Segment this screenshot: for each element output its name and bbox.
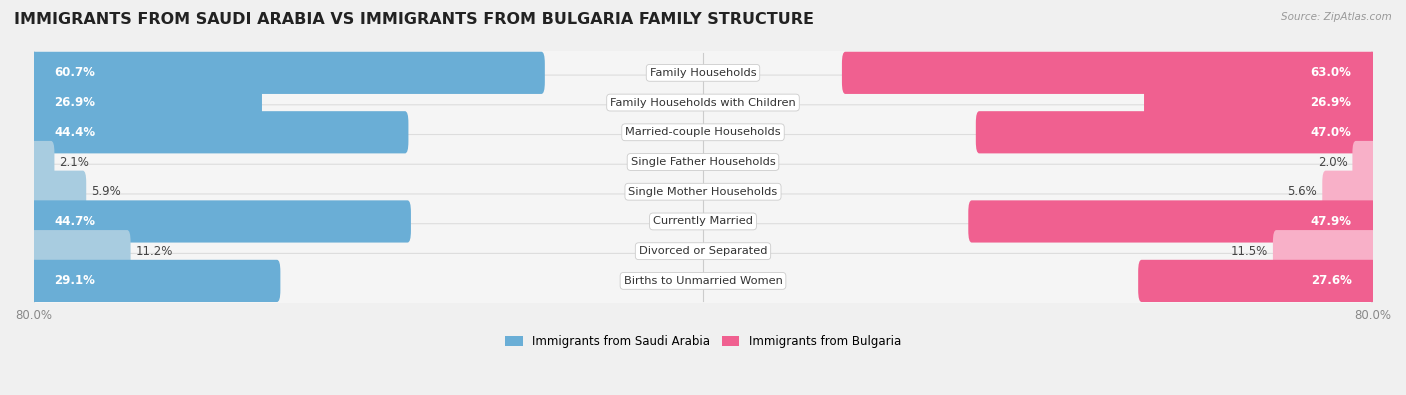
Text: Divorced or Separated: Divorced or Separated bbox=[638, 246, 768, 256]
Text: Source: ZipAtlas.com: Source: ZipAtlas.com bbox=[1281, 12, 1392, 22]
FancyBboxPatch shape bbox=[30, 111, 408, 153]
Text: 63.0%: 63.0% bbox=[1310, 66, 1351, 79]
FancyBboxPatch shape bbox=[30, 200, 411, 243]
Text: Family Households with Children: Family Households with Children bbox=[610, 98, 796, 107]
Text: 26.9%: 26.9% bbox=[1310, 96, 1351, 109]
FancyBboxPatch shape bbox=[1322, 171, 1376, 213]
FancyBboxPatch shape bbox=[30, 260, 280, 302]
Text: 26.9%: 26.9% bbox=[55, 96, 96, 109]
FancyBboxPatch shape bbox=[30, 141, 55, 183]
FancyBboxPatch shape bbox=[969, 200, 1376, 243]
FancyBboxPatch shape bbox=[34, 135, 1372, 190]
FancyBboxPatch shape bbox=[1139, 260, 1376, 302]
FancyBboxPatch shape bbox=[34, 194, 1372, 249]
Text: Births to Unmarried Women: Births to Unmarried Women bbox=[624, 276, 782, 286]
Text: 11.2%: 11.2% bbox=[135, 245, 173, 258]
FancyBboxPatch shape bbox=[30, 171, 86, 213]
Text: 44.4%: 44.4% bbox=[55, 126, 96, 139]
Text: Family Households: Family Households bbox=[650, 68, 756, 78]
Text: 60.7%: 60.7% bbox=[55, 66, 96, 79]
FancyBboxPatch shape bbox=[34, 254, 1372, 308]
Legend: Immigrants from Saudi Arabia, Immigrants from Bulgaria: Immigrants from Saudi Arabia, Immigrants… bbox=[501, 331, 905, 353]
Text: Currently Married: Currently Married bbox=[652, 216, 754, 226]
FancyBboxPatch shape bbox=[1272, 230, 1376, 272]
Text: IMMIGRANTS FROM SAUDI ARABIA VS IMMIGRANTS FROM BULGARIA FAMILY STRUCTURE: IMMIGRANTS FROM SAUDI ARABIA VS IMMIGRAN… bbox=[14, 12, 814, 27]
Text: 5.6%: 5.6% bbox=[1288, 185, 1317, 198]
Text: 27.6%: 27.6% bbox=[1310, 275, 1351, 288]
Text: 2.1%: 2.1% bbox=[59, 156, 90, 169]
Text: 11.5%: 11.5% bbox=[1230, 245, 1268, 258]
Text: 47.0%: 47.0% bbox=[1310, 126, 1351, 139]
Text: Married-couple Households: Married-couple Households bbox=[626, 127, 780, 137]
FancyBboxPatch shape bbox=[30, 230, 131, 272]
Text: Single Father Households: Single Father Households bbox=[631, 157, 775, 167]
FancyBboxPatch shape bbox=[30, 52, 546, 94]
FancyBboxPatch shape bbox=[34, 164, 1372, 219]
Text: 29.1%: 29.1% bbox=[55, 275, 96, 288]
FancyBboxPatch shape bbox=[1353, 141, 1376, 183]
FancyBboxPatch shape bbox=[30, 81, 262, 124]
FancyBboxPatch shape bbox=[34, 75, 1372, 130]
Text: 2.0%: 2.0% bbox=[1317, 156, 1347, 169]
Text: 5.9%: 5.9% bbox=[91, 185, 121, 198]
FancyBboxPatch shape bbox=[842, 52, 1376, 94]
FancyBboxPatch shape bbox=[34, 224, 1372, 278]
FancyBboxPatch shape bbox=[34, 45, 1372, 100]
FancyBboxPatch shape bbox=[34, 105, 1372, 160]
Text: Single Mother Households: Single Mother Households bbox=[628, 187, 778, 197]
FancyBboxPatch shape bbox=[1144, 81, 1376, 124]
Text: 44.7%: 44.7% bbox=[55, 215, 96, 228]
FancyBboxPatch shape bbox=[976, 111, 1376, 153]
Text: 47.9%: 47.9% bbox=[1310, 215, 1351, 228]
